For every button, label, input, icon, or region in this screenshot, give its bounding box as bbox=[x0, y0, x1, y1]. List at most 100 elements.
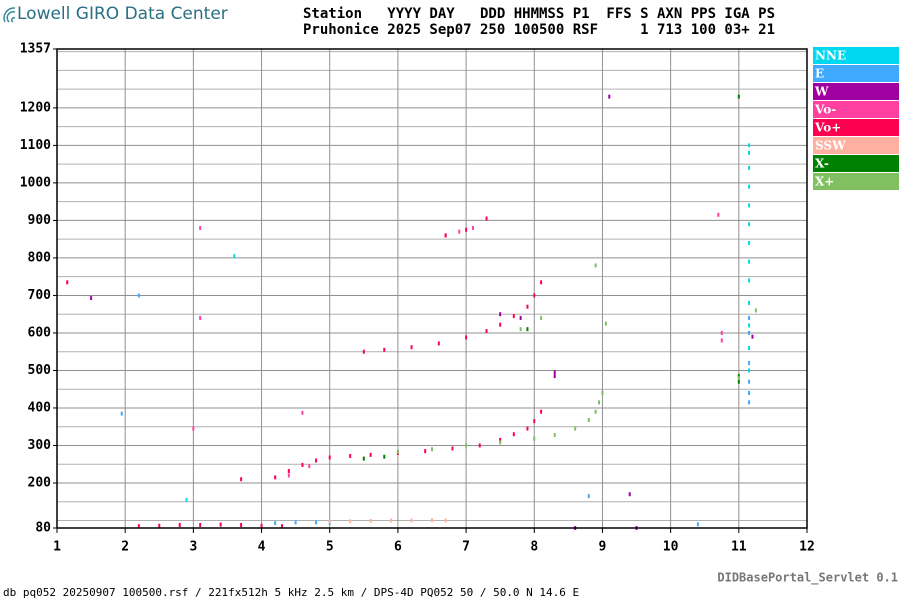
echo-point bbox=[240, 522, 243, 527]
x-tick-label: 2 bbox=[121, 540, 129, 555]
echo-point bbox=[533, 419, 536, 424]
y-tick-label: 1000 bbox=[20, 175, 51, 190]
echo-point bbox=[90, 296, 93, 301]
echo-point bbox=[66, 280, 69, 285]
echo-point bbox=[287, 468, 290, 473]
echo-point bbox=[410, 345, 413, 350]
echo-point bbox=[192, 426, 195, 431]
echo-point bbox=[369, 452, 372, 457]
echo-point bbox=[444, 233, 447, 238]
echo-point bbox=[465, 335, 468, 340]
echo-point bbox=[594, 263, 597, 268]
echo-point bbox=[748, 278, 751, 283]
echo-point bbox=[274, 521, 277, 526]
echo-point bbox=[383, 454, 386, 459]
y-tick-label: 700 bbox=[28, 288, 52, 303]
echo-point bbox=[499, 322, 502, 327]
echo-point bbox=[748, 400, 751, 405]
legend-swatch bbox=[813, 65, 899, 82]
echo-point bbox=[533, 293, 536, 298]
echo-point bbox=[748, 330, 751, 335]
echo-point bbox=[519, 327, 522, 332]
echo-point bbox=[512, 432, 515, 437]
legend: NNE EW Vo- Vo+ SSW X- X+ bbox=[813, 47, 899, 190]
echo-point bbox=[717, 212, 720, 217]
legend-swatch bbox=[813, 155, 899, 172]
echo-point bbox=[328, 455, 331, 460]
echo-point bbox=[233, 254, 236, 259]
echo-point bbox=[315, 520, 318, 525]
echo-point bbox=[737, 379, 740, 384]
echo-point bbox=[526, 327, 529, 332]
echo-point bbox=[540, 315, 543, 320]
y-tick-label: 300 bbox=[28, 438, 52, 453]
echo-point bbox=[526, 304, 529, 309]
echo-point bbox=[628, 492, 631, 497]
legend-label: W bbox=[814, 85, 829, 99]
echo-point bbox=[328, 519, 331, 524]
echo-point bbox=[748, 315, 751, 320]
x-tick-label: 8 bbox=[530, 540, 538, 555]
x-tick-label: 9 bbox=[599, 540, 607, 555]
y-tick-label: 200 bbox=[28, 475, 52, 490]
echo-point bbox=[308, 464, 311, 469]
echo-point bbox=[720, 330, 723, 335]
echo-point bbox=[499, 437, 502, 442]
echo-point bbox=[240, 477, 243, 482]
echo-point bbox=[540, 409, 543, 414]
echo-point bbox=[748, 222, 751, 227]
x-tick-label: 1 bbox=[53, 540, 61, 555]
echo-point bbox=[287, 473, 290, 478]
echo-point bbox=[362, 456, 365, 461]
echo-point bbox=[512, 314, 515, 319]
marks bbox=[66, 94, 757, 530]
echo-point bbox=[465, 227, 468, 232]
y-tick-label: 600 bbox=[28, 325, 52, 340]
legend-swatch bbox=[813, 47, 899, 64]
echo-point bbox=[751, 334, 754, 339]
echo-point bbox=[396, 449, 399, 454]
x-tick-label: 5 bbox=[326, 540, 334, 555]
echo-point bbox=[158, 523, 161, 528]
echo-point bbox=[604, 321, 607, 326]
echo-point bbox=[587, 417, 590, 422]
echo-point bbox=[315, 458, 318, 463]
x-tick-label: 4 bbox=[258, 540, 266, 555]
echo-point bbox=[754, 308, 757, 313]
echo-point bbox=[748, 390, 751, 395]
echo-point bbox=[533, 436, 536, 441]
echo-point bbox=[720, 338, 723, 343]
echo-point bbox=[274, 475, 277, 480]
echo-point bbox=[553, 432, 556, 437]
echo-point bbox=[748, 150, 751, 155]
x-tick-label: 12 bbox=[799, 540, 815, 555]
legend-label: E bbox=[815, 67, 824, 81]
echo-point bbox=[574, 426, 577, 431]
legend-label: X+ bbox=[815, 175, 834, 189]
echo-point bbox=[519, 315, 522, 320]
echo-point bbox=[137, 524, 140, 529]
echo-point bbox=[598, 400, 601, 405]
echo-point bbox=[199, 315, 202, 320]
echo-point bbox=[696, 522, 699, 527]
echo-point bbox=[553, 374, 556, 379]
legend-label: Vo- bbox=[814, 103, 836, 117]
x-tick-label: 6 bbox=[394, 540, 402, 555]
echo-point bbox=[301, 410, 304, 415]
x-tick-label: 3 bbox=[189, 540, 197, 555]
x-tick-label: 10 bbox=[663, 540, 679, 555]
echo-point bbox=[748, 345, 751, 350]
echo-point bbox=[431, 518, 433, 523]
echo-point bbox=[437, 341, 440, 346]
y-tick-label: 500 bbox=[28, 363, 52, 378]
y-tick-label: 1200 bbox=[20, 100, 51, 115]
plot-frame bbox=[56, 48, 808, 529]
legend-label: SSW bbox=[815, 139, 846, 153]
echo-point bbox=[185, 497, 188, 502]
echo-point bbox=[587, 494, 590, 499]
logo-text: Lowell GIRO Data Center bbox=[17, 4, 228, 24]
echo-point bbox=[748, 240, 751, 245]
echo-point bbox=[737, 94, 740, 99]
x-tick-label: 7 bbox=[462, 540, 470, 555]
